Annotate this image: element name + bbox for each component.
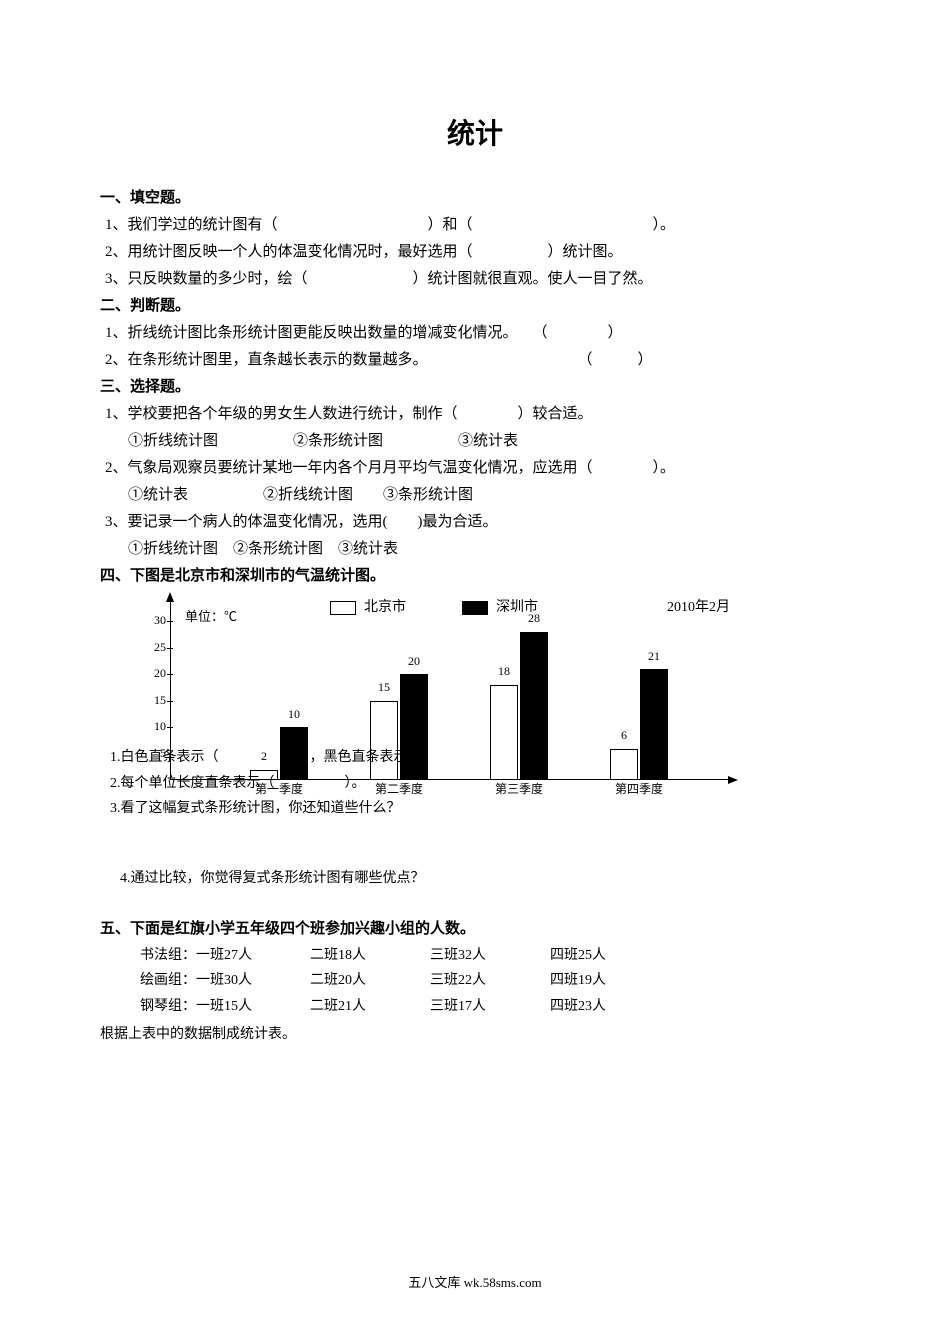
page-title: 统计 <box>100 110 850 160</box>
group-label: 书法组：一班27人 <box>140 943 310 968</box>
class-cell: 二班18人 <box>310 943 430 968</box>
section-3: 三、选择题。 1、学校要把各个年级的男女生人数进行统计，制作（ ）较合适。 ①折… <box>100 374 850 563</box>
bar-value-label: 6 <box>609 725 639 747</box>
q4-1: 1.白色直条表示（ ），黑色直条表示（ ）。 <box>110 745 850 770</box>
y-tick <box>167 727 173 728</box>
section-2: 二、判断题。 1、折线统计图比条形统计图更能反映出数量的增减变化情况。 （ ） … <box>100 293 850 374</box>
section-5-header: 五、下面是红旗小学五年级四个班参加兴趣小组的人数。 <box>100 916 850 943</box>
data-row: 绘画组：一班30人二班20人三班22人四班19人 <box>140 968 850 993</box>
q1-3: 3、只反映数量的多少时，绘（ ）统计图就很直观。使人一目了然。 <box>105 266 850 293</box>
y-tick-label: 25 <box>142 637 166 659</box>
group-label: 钢琴组：一班15人 <box>140 994 310 1019</box>
y-tick-label: 30 <box>142 611 166 633</box>
group-label: 绘画组：一班30人 <box>140 968 310 993</box>
section-3-header: 三、选择题。 <box>100 374 850 401</box>
section-1-header: 一、填空题。 <box>100 185 850 212</box>
data-row: 书法组：一班27人二班18人三班32人四班25人 <box>140 943 850 968</box>
page-footer: 五八文库 wk.58sms.com <box>0 1271 950 1294</box>
bar-value-label: 10 <box>279 704 309 726</box>
data-row: 钢琴组：一班15人二班21人三班17人四班23人 <box>140 994 850 1019</box>
section-1: 一、填空题。 1、我们学过的统计图有（ ）和（ ）。 2、用统计图反映一个人的体… <box>100 185 850 293</box>
bar-value-label: 18 <box>489 661 519 683</box>
q3-2: 2、气象局观察员要统计某地一年内各个月月平均气温变化情况，应选用（ ）。 <box>105 455 850 482</box>
bar-value-label: 21 <box>639 646 669 668</box>
q1-2: 2、用统计图反映一个人的体温变化情况时，最好选用（ ）统计图。 <box>105 239 850 266</box>
q3-1-opts: ①折线统计图 ②条形统计图 ③统计表 <box>128 428 850 455</box>
bar-value-label: 20 <box>399 651 429 673</box>
class-cell: 四班23人 <box>550 994 670 1019</box>
q1-1: 1、我们学过的统计图有（ ）和（ ）。 <box>105 212 850 239</box>
class-cell: 二班21人 <box>310 994 430 1019</box>
y-tick <box>167 648 173 649</box>
class-cell: 四班19人 <box>550 968 670 993</box>
class-cell: 二班20人 <box>310 968 430 993</box>
y-tick <box>167 621 173 622</box>
q2-1: 1、折线统计图比条形统计图更能反映出数量的增减变化情况。 （ ） <box>105 320 850 347</box>
q3-3-opts: ①折线统计图 ②条形统计图 ③统计表 <box>128 536 850 563</box>
q4-3: 3.看了这幅复式条形统计图，你还知道些什么？ <box>110 796 850 821</box>
y-tick <box>167 701 173 702</box>
y-tick-label: 20 <box>142 664 166 686</box>
section-2-header: 二、判断题。 <box>100 293 850 320</box>
class-cell: 四班25人 <box>550 943 670 968</box>
section-4: 四、下图是北京市和深圳市的气温统计图。 北京市 深圳市 2010年2月 单位：℃… <box>100 563 850 891</box>
q3-3: 3、要记录一个病人的体温变化情况，选用( )最为合适。 <box>105 509 850 536</box>
q4-2: 2.每个单位长度直条表示（ ）。 <box>110 771 850 796</box>
y-tick-label: 10 <box>142 717 166 739</box>
class-cell: 三班22人 <box>430 968 550 993</box>
y-tick-label: 15 <box>142 690 166 712</box>
q3-2-opts: ①统计表 ②折线统计图 ③条形统计图 <box>128 482 850 509</box>
q4-4: 4.通过比较，你觉得复式条形统计图有哪些优点？ <box>120 866 850 891</box>
section-4-header: 四、下图是北京市和深圳市的气温统计图。 <box>100 563 850 590</box>
bar-value-label: 28 <box>519 608 549 630</box>
class-cell: 三班17人 <box>430 994 550 1019</box>
section-5-footer: 根据上表中的数据制成统计表。 <box>100 1022 850 1047</box>
arrow-up-icon <box>166 592 174 602</box>
section-5: 五、下面是红旗小学五年级四个班参加兴趣小组的人数。 书法组：一班27人二班18人… <box>100 916 850 1047</box>
class-cell: 三班32人 <box>430 943 550 968</box>
section-4-questions: 1.白色直条表示（ ），黑色直条表示（ ）。 2.每个单位长度直条表示（ ）。 … <box>110 745 850 821</box>
y-tick <box>167 674 173 675</box>
bar-value-label: 15 <box>369 677 399 699</box>
q2-2: 2、在条形统计图里，直条越长表示的数量越多。 （ ） <box>105 347 850 374</box>
q3-1: 1、学校要把各个年级的男女生人数进行统计，制作（ ）较合适。 <box>105 401 850 428</box>
